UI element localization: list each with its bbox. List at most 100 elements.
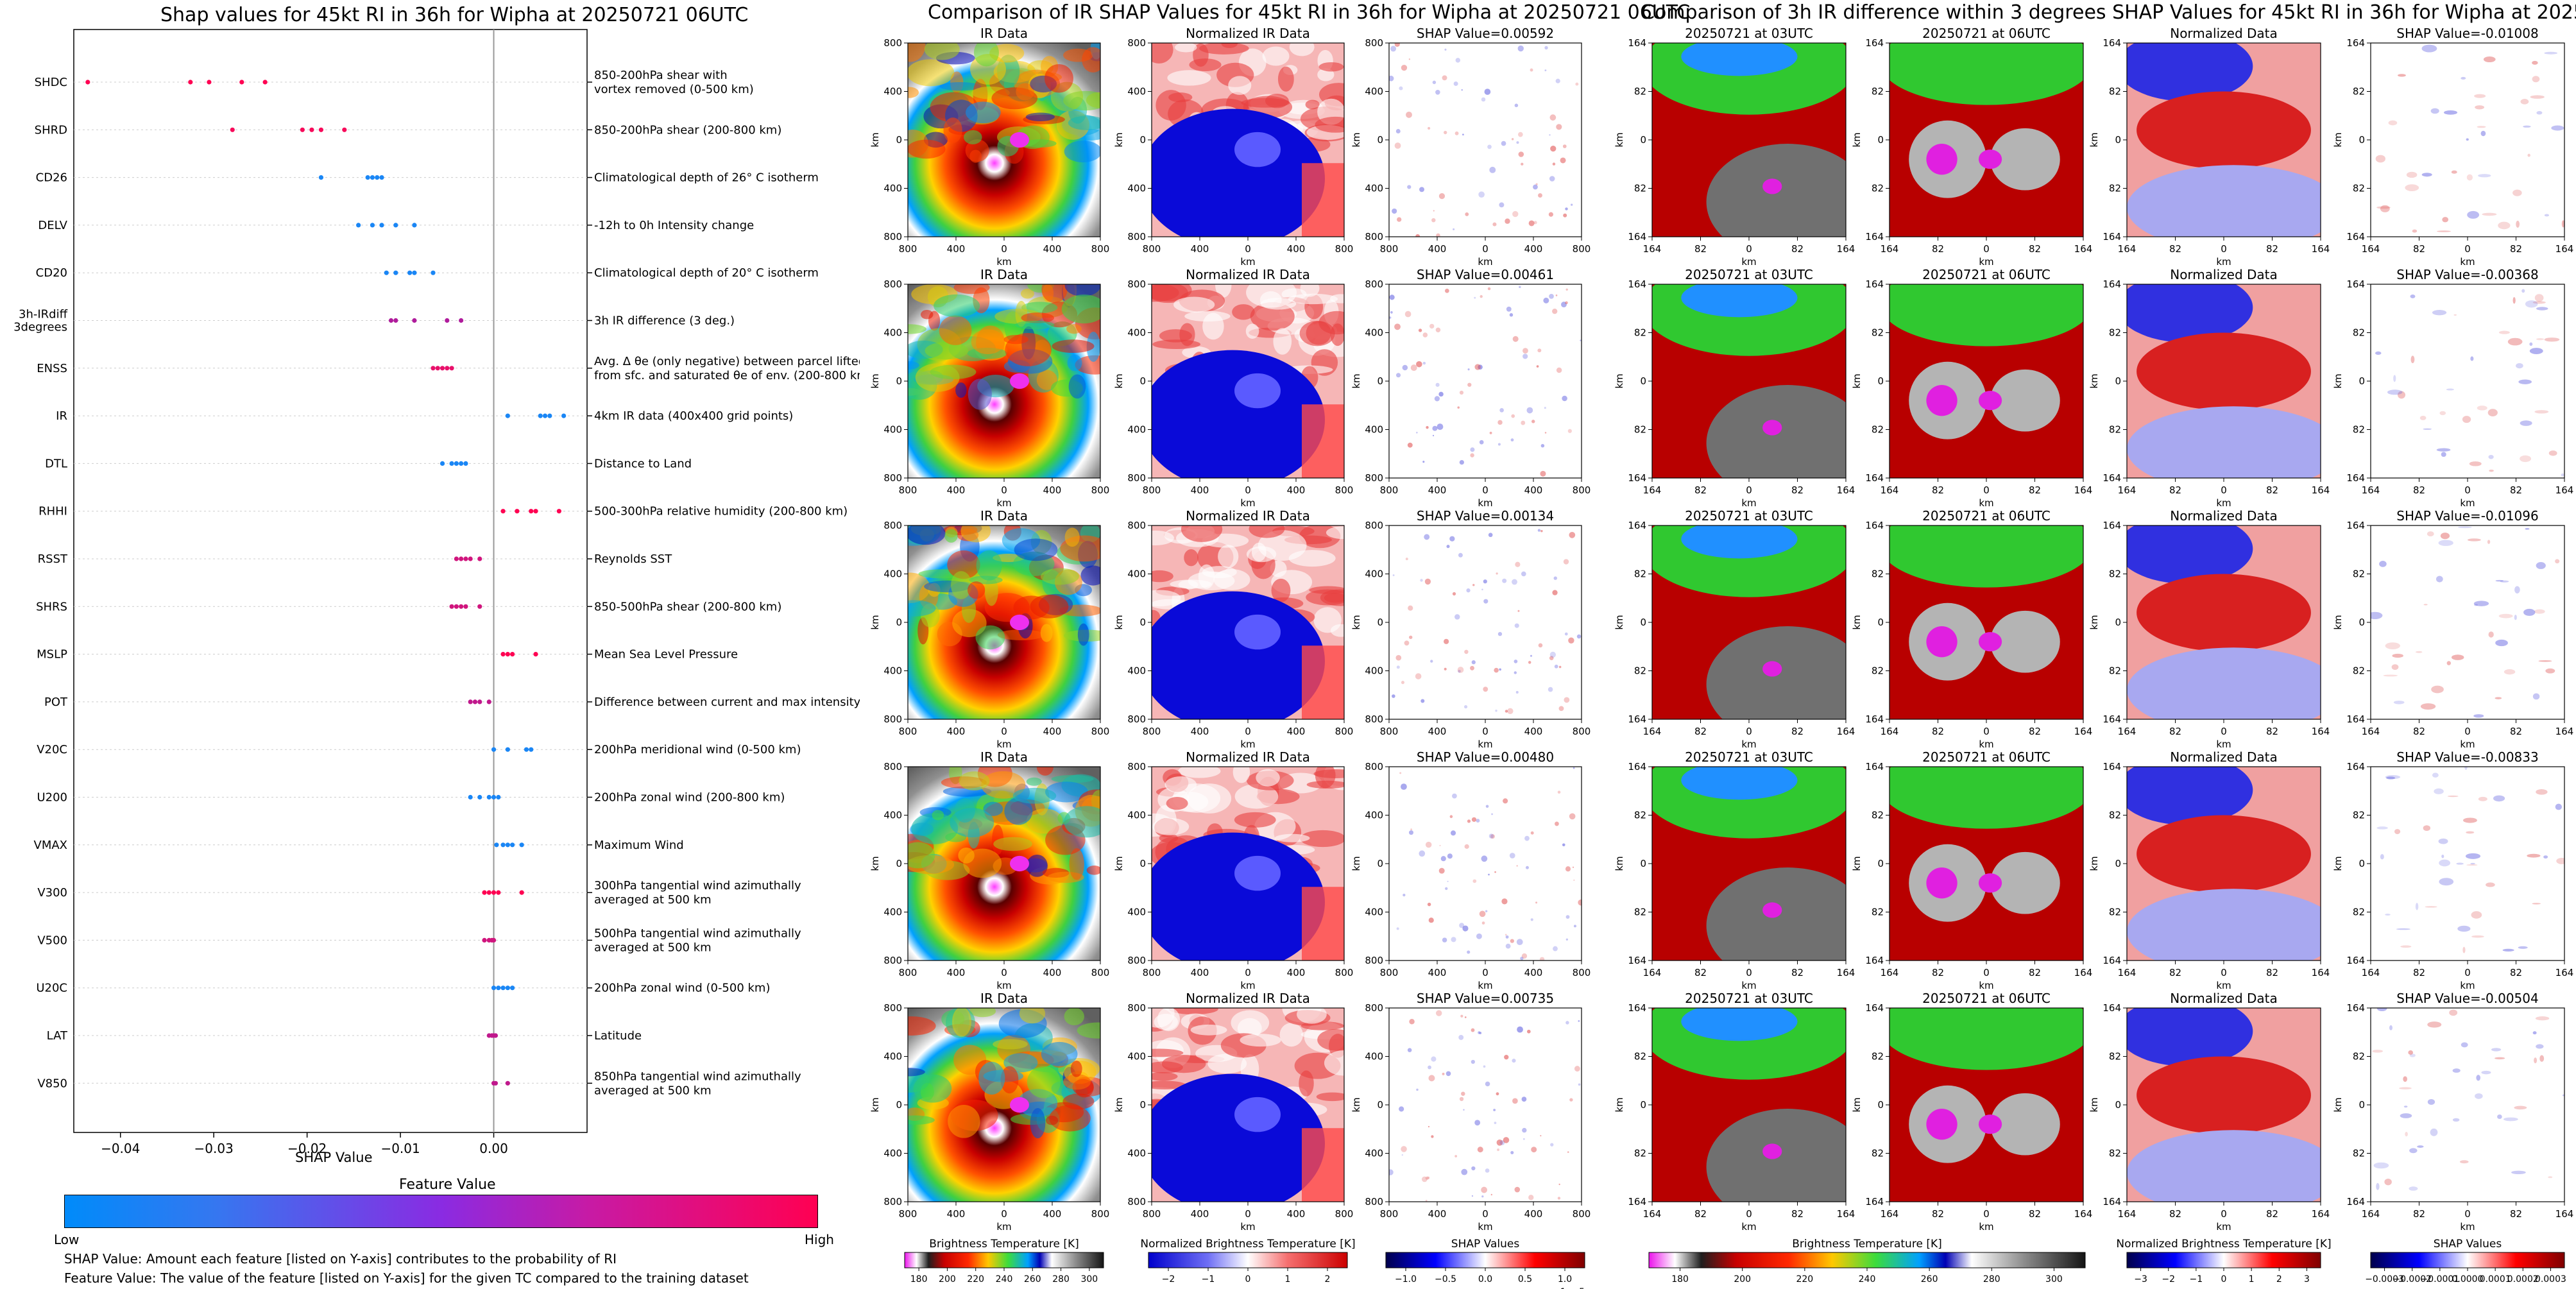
panel-y-tick-label: 82 xyxy=(1872,907,1884,918)
diffshap-speck xyxy=(2432,773,2439,778)
shap-speck xyxy=(1561,302,1567,307)
panel-y-tick-label: 0 xyxy=(1139,858,1146,869)
panel-y-label: km xyxy=(1113,615,1125,629)
diffshap-speck xyxy=(2396,928,2410,930)
shap-field xyxy=(1389,284,1582,478)
normalized-cell xyxy=(1228,76,1252,95)
shap-speck xyxy=(1433,210,1435,212)
ir-cloud-cell xyxy=(932,810,944,821)
panel-x-tick-label: 82 xyxy=(2266,484,2278,496)
shap-speck xyxy=(1505,934,1507,936)
panel-x-tick-label: 0 xyxy=(2464,967,2471,978)
diffshap-speck xyxy=(2394,829,2401,835)
diffshap-speck xyxy=(2380,205,2390,212)
shap-point xyxy=(529,509,534,514)
panel-y-tick-label: 164 xyxy=(2103,1002,2121,1014)
normalized-cold-region xyxy=(1152,350,1325,478)
ir-cloud-cell xyxy=(1020,288,1034,299)
panel-x-tick-label: 0 xyxy=(2221,1208,2227,1220)
panel-title: IR Data xyxy=(980,749,1028,765)
shap-point xyxy=(472,699,478,704)
panel-y-label: km xyxy=(2088,1097,2100,1112)
panel-x-tick-label: 400 xyxy=(1043,484,1062,496)
ir-cloud-cell xyxy=(1063,1074,1091,1090)
panel-y-tick-label: 400 xyxy=(1127,665,1146,677)
shap-speck xyxy=(1416,1088,1419,1091)
diffshap-speck xyxy=(2488,631,2494,638)
shap-speck xyxy=(1470,665,1474,670)
heatmap-panel: Normalized IR Data8008004004000040040080… xyxy=(1113,26,1353,268)
shap-speck xyxy=(1510,1150,1514,1154)
diffshap-speck xyxy=(2425,906,2437,908)
shap-speck xyxy=(1578,899,1582,906)
diffshap-speck xyxy=(2442,217,2449,223)
shap-speck xyxy=(1449,536,1455,542)
ir-cloud-cell xyxy=(969,1008,996,1018)
heatmap-panel: Normalized IR Data8008004004000040040080… xyxy=(1113,267,1353,509)
diffnorm-lower xyxy=(2127,406,2321,478)
shap-speck xyxy=(1505,710,1508,713)
panel-x-tick-label: 164 xyxy=(2362,1208,2380,1220)
ir-cloud-cell xyxy=(943,117,962,143)
shap-speck xyxy=(1403,893,1406,897)
panel-y-label: km xyxy=(2332,132,2344,147)
panel-x-label: km xyxy=(1979,256,1993,268)
shap-speck xyxy=(1481,1186,1488,1193)
ir-cloud-cell xyxy=(908,1115,935,1125)
ir-cloud-cell xyxy=(908,43,926,62)
shap-speck xyxy=(1435,90,1440,95)
ir-cloud-cell xyxy=(1013,595,1050,620)
shap-speck xyxy=(1499,408,1504,413)
panel-x-label: km xyxy=(996,980,1011,991)
shap-speck xyxy=(1573,925,1576,928)
diffshap-speck xyxy=(2409,1186,2418,1191)
panel-title: Normalized IR Data xyxy=(1186,749,1310,765)
diffshap-speck xyxy=(2512,189,2522,196)
panel-y-tick-label: 164 xyxy=(1628,278,1646,290)
feature-description-label: 850-200hPa shear with xyxy=(594,69,728,82)
shap-point xyxy=(500,986,506,991)
normalized-core xyxy=(1234,614,1281,650)
normalized-cell xyxy=(1277,66,1294,92)
shap-speck xyxy=(1421,1176,1428,1182)
shap-point xyxy=(510,986,515,991)
shap-speck xyxy=(1517,132,1523,137)
shap-speck xyxy=(1389,316,1392,319)
normalized-cell xyxy=(1245,323,1259,339)
shap-point xyxy=(379,175,384,180)
shap-point xyxy=(524,747,529,752)
shap-speck xyxy=(1549,134,1551,136)
heatmap-panel: Normalized Data1641648282008282164164kmk… xyxy=(2088,267,2330,509)
shap-speck xyxy=(1572,866,1574,868)
panel-x-tick-label: 82 xyxy=(2510,484,2522,496)
panel-y-label: km xyxy=(869,615,881,629)
panel-x-tick-label: 400 xyxy=(947,726,966,737)
panel-y-tick-label: 82 xyxy=(1872,1051,1884,1063)
shap-point xyxy=(519,890,524,895)
ir-cloud-cell xyxy=(1015,320,1055,330)
panel-y-label: km xyxy=(869,373,881,388)
feature-description-label: Maximum Wind xyxy=(594,839,684,852)
shap-point xyxy=(482,890,487,895)
heatmap-panel: Normalized IR Data8008004004000040040080… xyxy=(1113,749,1353,991)
shap-speck xyxy=(1485,805,1489,808)
panel-x-tick-label: 164 xyxy=(2362,484,2380,496)
panel-x-tick-label: 800 xyxy=(899,484,917,496)
panel-y-tick-label: 400 xyxy=(883,907,902,918)
diffshap-speck xyxy=(2456,862,2464,865)
shap-speck xyxy=(1470,447,1475,452)
panel-x-tick-label: 0 xyxy=(1482,484,1488,496)
shap-speck xyxy=(1540,529,1543,533)
panel-x-tick-label: 800 xyxy=(1091,726,1110,737)
shap-speck xyxy=(1418,329,1422,332)
shap-speck xyxy=(1464,649,1469,654)
panel-x-tick-label: 400 xyxy=(1191,967,1209,978)
panel-x-tick-label: 82 xyxy=(2413,726,2425,737)
panel-y-tick-label: 82 xyxy=(2109,183,2121,194)
panel-title: SHAP Value=-0.01008 xyxy=(2396,26,2538,41)
feature-name-label: CD20 xyxy=(36,266,67,280)
shap-point xyxy=(477,794,482,800)
shap-speck xyxy=(1555,821,1559,826)
panel-y-tick-label: 164 xyxy=(2103,37,2121,49)
diffshap-speck xyxy=(2487,409,2498,416)
